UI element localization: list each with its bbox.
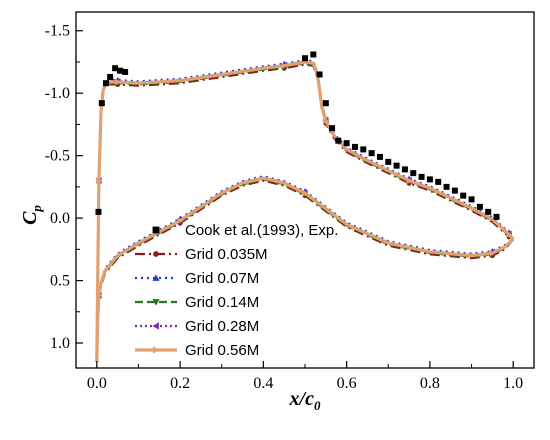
legend-item-g28: Grid 0.28M	[135, 318, 259, 335]
exp-point	[112, 65, 119, 72]
legend-label: Grid 0.56M	[185, 342, 259, 359]
legend-marker	[152, 226, 160, 234]
exp-point	[401, 166, 408, 173]
exp-point	[368, 150, 375, 157]
legend-label: Grid 0.28M	[185, 318, 259, 335]
x-tick-label: 0.8	[420, 375, 440, 392]
series-marker	[281, 62, 288, 69]
exp-point	[322, 100, 329, 107]
series-marker	[115, 78, 121, 86]
series-line-upper	[95, 59, 515, 362]
exp-point	[435, 178, 442, 185]
y-axis-title: Cp	[19, 205, 44, 225]
legend-marker	[152, 322, 159, 330]
y-tick-label: -0.5	[45, 148, 70, 165]
series-marker	[96, 177, 103, 184]
series-marker	[96, 292, 103, 299]
exp-point	[98, 100, 105, 107]
exp-point	[329, 125, 336, 132]
y-tick-label: -1.5	[45, 23, 70, 40]
series-line-upper	[95, 63, 514, 362]
x-axis-title: x/c0	[289, 388, 321, 413]
exp-point	[460, 192, 467, 199]
series-g14	[95, 62, 515, 362]
exp-point	[485, 208, 492, 215]
legend-marker	[153, 251, 159, 257]
legend-label: Grid 0.035M	[185, 246, 268, 263]
x-tick-label: 0.4	[253, 375, 273, 392]
series-g28	[95, 60, 515, 362]
exp-point	[385, 158, 392, 165]
series-marker	[177, 217, 184, 224]
series-marker	[489, 249, 496, 257]
series-marker	[323, 117, 330, 124]
legend-item-g56: Grid 0.56M	[135, 342, 259, 359]
series-line-upper	[95, 62, 514, 362]
legend: Cook et al.(1993), Exp. Grid 0.035M Grid 0…	[135, 222, 338, 359]
exp-point	[102, 80, 109, 87]
y-tick-label: 1.0	[50, 335, 70, 352]
series-g56	[95, 60, 515, 362]
legend-item-exp: Cook et al.(1993), Exp.	[152, 222, 338, 239]
exp-point	[418, 173, 425, 180]
legend-label: Grid 0.14M	[185, 294, 259, 311]
series-marker	[302, 189, 309, 197]
exp-point	[310, 51, 317, 58]
y-tick-label: 0.5	[50, 273, 70, 290]
plot-area	[95, 51, 515, 362]
legend-marker	[152, 299, 160, 306]
x-tick-label: 0.6	[337, 375, 357, 392]
exp-point	[376, 153, 383, 160]
series-line-lower	[95, 175, 514, 362]
exp-point	[410, 170, 417, 177]
exp-point	[117, 67, 124, 74]
exp-point	[316, 71, 323, 78]
series-g035	[95, 63, 515, 362]
exp-point	[493, 213, 500, 220]
x-tick-label: 1.0	[503, 375, 523, 392]
exp-point	[335, 137, 342, 144]
axes: 0.0 0.2 0.4 0.6 0.8 1.0 -1.5 -1.0 -0.5 0.0 0.5 1.0	[45, 23, 524, 392]
exp-point	[443, 183, 450, 190]
x-tick-label: 0.2	[170, 375, 190, 392]
series-g07	[95, 59, 515, 362]
exp-point	[468, 196, 475, 203]
exp-point	[393, 162, 400, 169]
exp-point	[95, 208, 102, 215]
exp-point	[302, 55, 308, 62]
legend-item-g14: Grid 0.14M	[135, 294, 259, 311]
series-line-lower	[95, 176, 515, 362]
legend-marker	[153, 346, 160, 354]
y-tick-label: 0.0	[50, 210, 70, 227]
exp-point	[476, 203, 483, 210]
y-tick-label: -1.0	[45, 85, 70, 102]
series-line-lower	[95, 179, 515, 362]
legend-label: Cook et al.(1993), Exp.	[185, 222, 338, 239]
exp-point	[107, 73, 114, 80]
exp-point	[426, 176, 433, 183]
exp-point	[122, 68, 129, 75]
exp-point	[351, 143, 358, 150]
exp-point	[343, 140, 350, 147]
exp-point	[451, 187, 458, 194]
series-experiment	[95, 51, 500, 220]
series-line-lower	[95, 178, 515, 362]
exp-point	[360, 146, 367, 153]
series-marker	[406, 177, 413, 184]
series-marker	[506, 231, 513, 238]
legend-item-g07: Grid 0.07M	[135, 270, 259, 287]
series-line-upper	[95, 60, 515, 362]
series-line-lower	[95, 176, 514, 362]
series-line-upper	[95, 60, 515, 362]
legend-label: Grid 0.07M	[185, 270, 259, 287]
legend-item-g035: Grid 0.035M	[135, 246, 268, 263]
x-tick-label: 0.0	[87, 375, 107, 392]
legend-marker	[152, 274, 160, 281]
